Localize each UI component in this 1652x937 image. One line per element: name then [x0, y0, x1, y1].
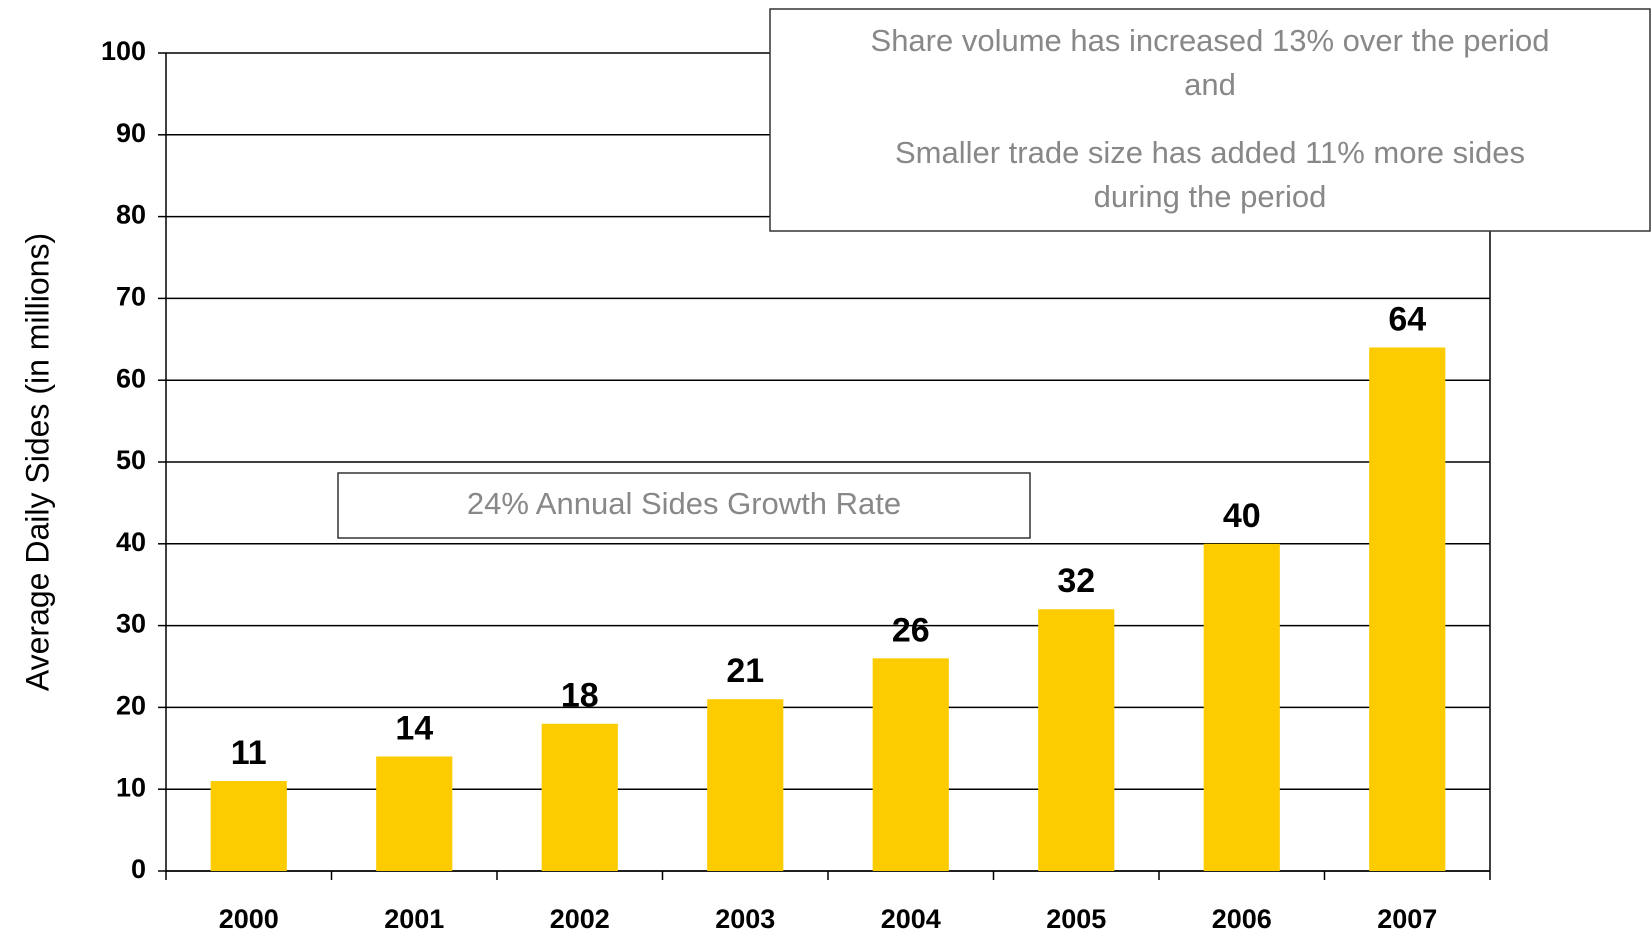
annotation-text: 24% Annual Sides Growth Rate [467, 486, 901, 521]
bar [872, 658, 949, 871]
y-tick-label: 80 [116, 200, 146, 230]
bar [210, 781, 287, 871]
data-label: 18 [561, 677, 599, 715]
data-label: 32 [1057, 562, 1095, 600]
x-tick-label: 2003 [715, 904, 775, 934]
x-tick-label: 2007 [1377, 904, 1437, 934]
data-label: 21 [726, 652, 764, 690]
y-tick-label: 0 [131, 854, 146, 884]
y-tick-label: 30 [116, 609, 146, 639]
bar [376, 756, 453, 871]
annotation-text: and [1184, 67, 1236, 102]
annotation-text: during the period [1094, 179, 1327, 214]
data-label: 26 [892, 611, 930, 649]
bar [1038, 609, 1115, 871]
y-tick-label: 20 [116, 691, 146, 721]
data-label: 40 [1223, 497, 1261, 535]
bar [541, 723, 618, 871]
data-label: 14 [395, 709, 433, 747]
annotation-text: Smaller trade size has added 11% more si… [895, 135, 1525, 170]
annotation-text: Share volume has increased 13% over the … [871, 23, 1550, 58]
annotation-box [769, 8, 1651, 232]
y-tick-label: 70 [116, 282, 146, 312]
y-tick-label: 100 [101, 36, 146, 66]
y-axis-label: Average Daily Sides (in millions) [19, 233, 55, 691]
bar [707, 699, 784, 871]
x-tick-label: 2004 [881, 904, 941, 934]
data-label: 64 [1388, 300, 1426, 338]
y-tick-label: 60 [116, 363, 146, 393]
y-tick-label: 10 [116, 772, 146, 802]
bar [1203, 543, 1280, 871]
x-tick-label: 2001 [384, 904, 444, 934]
y-tick-label: 90 [116, 118, 146, 148]
bar [1369, 347, 1446, 872]
x-tick-label: 2000 [219, 904, 279, 934]
x-tick-label: 2006 [1212, 904, 1272, 934]
data-label: 11 [231, 734, 267, 772]
x-tick-label: 2002 [550, 904, 610, 934]
annotation-box [337, 472, 1031, 539]
x-tick-label: 2005 [1046, 904, 1106, 934]
y-tick-label: 50 [116, 445, 146, 475]
y-tick-label: 40 [116, 527, 146, 557]
